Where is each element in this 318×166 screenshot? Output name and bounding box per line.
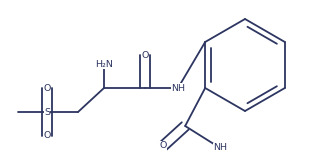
- Text: O: O: [43, 131, 51, 140]
- Text: NH: NH: [213, 143, 227, 153]
- Text: O: O: [141, 50, 149, 59]
- Text: H₂N: H₂N: [95, 59, 113, 69]
- Text: NH: NH: [171, 83, 185, 92]
- Text: O: O: [43, 83, 51, 92]
- Text: S: S: [44, 108, 50, 117]
- Text: O: O: [159, 141, 167, 151]
